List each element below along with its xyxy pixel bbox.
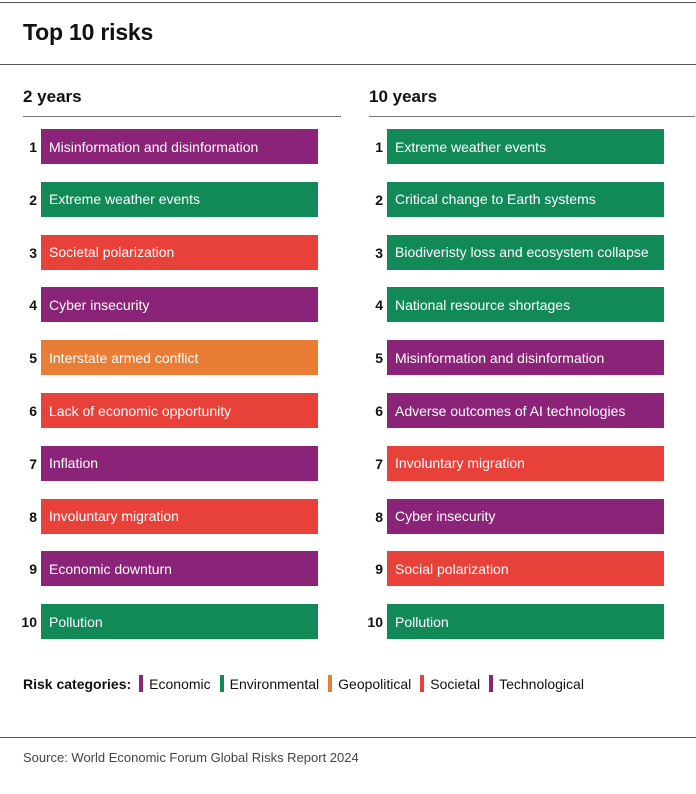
legend-title: Risk categories:	[23, 675, 132, 692]
rank-number: 3	[375, 244, 383, 261]
rank-number: 6	[29, 403, 37, 419]
column-rule-left	[23, 116, 341, 117]
risk-bar: Cyber insecurity	[387, 498, 664, 534]
risk-bar: Economic downturn	[41, 551, 318, 587]
footer-rule	[0, 737, 696, 738]
rank-number: 5	[29, 350, 37, 367]
risk-bar: Adverse outcomes of AI technologies	[387, 393, 664, 428]
legend-label: Environmental	[229, 675, 320, 692]
rank-number: 9	[29, 561, 37, 578]
rank-number: 1	[375, 139, 383, 155]
top-rule	[0, 2, 696, 3]
rank-number: 10	[21, 614, 37, 631]
risk-bar: Lack of economic opportunity	[41, 393, 318, 428]
legend-item: Environmental	[219, 675, 320, 692]
legend-swatch	[328, 675, 333, 692]
column-heading-2-years: 2 years	[23, 87, 82, 106]
risk-bar: Extreme weather events	[41, 181, 318, 217]
legend-label: Geopolitical	[338, 675, 412, 692]
risk-bar: Misinformation and disinformation	[387, 340, 664, 376]
legend-swatch	[489, 675, 494, 692]
risk-bar: Extreme weather events	[387, 129, 664, 164]
rank-number: 6	[375, 403, 383, 419]
risk-bar: Inflation	[41, 445, 318, 481]
rank-number: 7	[29, 455, 37, 472]
risk-bar: Pollution	[41, 604, 318, 640]
legend-item: Economic	[139, 675, 211, 692]
legend-label: Societal	[430, 675, 481, 692]
legend-swatch	[420, 675, 425, 692]
risk-bar: Misinformation and disinformation	[41, 129, 318, 164]
risk-bar: Pollution	[387, 604, 664, 640]
risk-bar: Societal polarization	[41, 234, 318, 270]
rank-number: 4	[29, 297, 37, 314]
legend-swatch	[219, 675, 224, 692]
rank-number: 4	[375, 297, 383, 314]
legend-item: Geopolitical	[328, 675, 411, 692]
page-title: Top 10 risks	[23, 19, 154, 45]
risk-bar: Cyber insecurity	[41, 287, 318, 323]
rank-number: 7	[375, 455, 383, 472]
rank-number: 2	[375, 191, 383, 208]
rank-number: 8	[29, 508, 37, 525]
column-rule-right	[369, 116, 695, 117]
risk-bar: Social polarization	[387, 551, 664, 587]
risk-bar: Biodiveristy loss and ecosystem collapse	[387, 234, 664, 270]
rank-number: 3	[29, 244, 37, 261]
legend-swatch	[139, 675, 144, 692]
rank-number: 9	[375, 561, 383, 578]
risk-bar: Involuntary migration	[41, 498, 318, 534]
risk-bar: Critical change to Earth systems	[387, 181, 664, 217]
rank-number: 2	[29, 191, 37, 208]
source-note: Source: World Economic Forum Global Risk…	[23, 750, 359, 765]
legend-label: Economic	[149, 675, 211, 692]
title-rule	[0, 64, 696, 65]
rank-number: 10	[367, 614, 383, 631]
legend-item: Societal	[420, 675, 480, 692]
rank-number: 5	[375, 350, 383, 367]
rank-number: 1	[29, 139, 37, 155]
legend: Risk categories: Economic Environmental Ge…	[23, 675, 593, 692]
risk-bar: National resource shortages	[387, 287, 664, 323]
risk-bar: Interstate armed conflict	[41, 340, 318, 376]
legend-item: Technological	[489, 675, 584, 692]
legend-items: Economic Environmental Geopolitical Societa…	[139, 675, 593, 692]
column-heading-10-years: 10 years	[369, 87, 438, 106]
rank-number: 8	[375, 508, 383, 525]
risk-bar: Involuntary migration	[387, 445, 664, 481]
legend-label: Technological	[499, 675, 584, 692]
